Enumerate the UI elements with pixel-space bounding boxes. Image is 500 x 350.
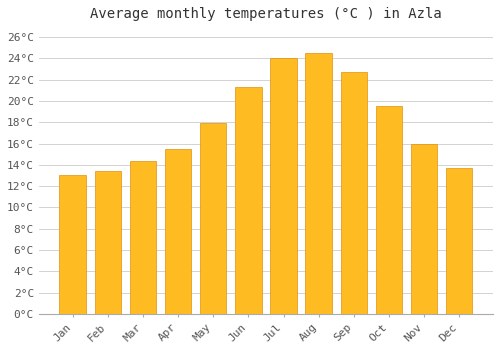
Bar xyxy=(94,171,121,314)
Bar xyxy=(306,53,332,314)
Bar xyxy=(60,175,86,314)
Bar xyxy=(270,58,296,314)
Bar xyxy=(411,144,438,314)
Bar xyxy=(200,123,226,314)
Bar xyxy=(235,87,262,314)
Bar xyxy=(376,106,402,314)
Title: Average monthly temperatures (°C ) in Azla: Average monthly temperatures (°C ) in Az… xyxy=(90,7,442,21)
Bar xyxy=(165,149,191,314)
Bar xyxy=(446,168,472,314)
Bar xyxy=(340,72,367,314)
Bar xyxy=(130,161,156,314)
